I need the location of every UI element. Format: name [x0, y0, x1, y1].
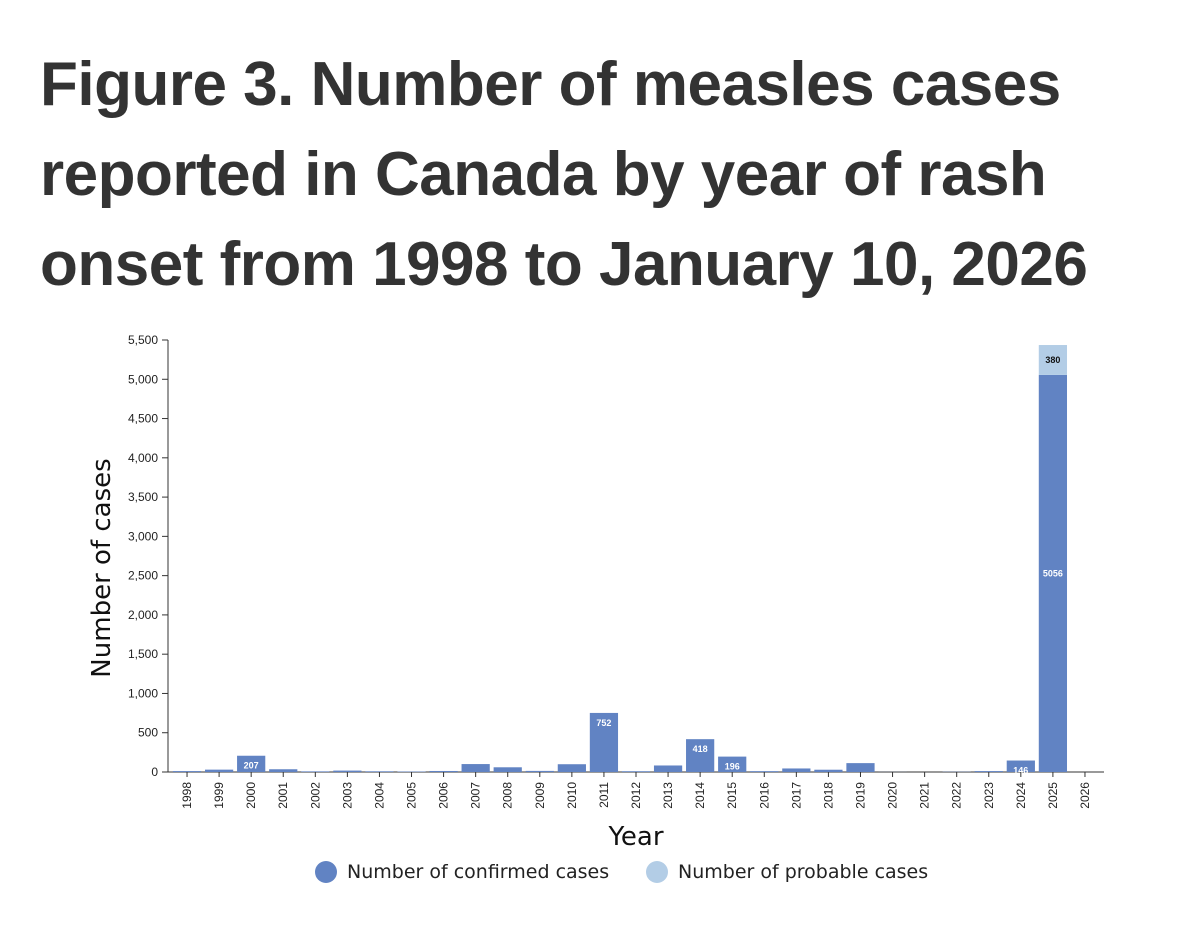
y-tick-label: 2,500	[128, 569, 158, 583]
x-tick-label: 2001	[276, 782, 290, 809]
x-tick-label: 2021	[918, 782, 932, 809]
probable-bar	[1038, 345, 1068, 375]
chart-title: Figure 3. Number of measles cases report…	[40, 50, 1088, 299]
x-tick-label: 2024	[1014, 782, 1028, 809]
x-tick-label: 2007	[469, 782, 483, 809]
confirmed-value-label: 752	[596, 718, 611, 728]
x-tick-label: 2025	[1046, 782, 1060, 809]
x-tick-label: 2000	[244, 782, 258, 809]
y-tick-label: 1,000	[128, 686, 158, 700]
confirmed-bar	[237, 755, 266, 772]
confirmed-value-label: 207	[244, 761, 259, 771]
x-tick-label: 2014	[693, 782, 707, 809]
y-tick-label: 1,500	[128, 647, 158, 661]
y-tick-label: 2,000	[128, 608, 158, 622]
confirmed-bar	[172, 771, 202, 772]
x-tick-label: 2026	[1078, 782, 1092, 809]
confirmed-bar	[686, 739, 715, 772]
bar-chart: 0 500 1,000 1,500 2,000 2,500 3,000 3,500 4,000 4…	[87, 333, 1104, 883]
x-tick-label: 2019	[853, 782, 867, 809]
y-tick-label: 5,500	[128, 333, 158, 347]
x-tick-label: 1998	[180, 782, 194, 809]
x-tick-label: 2009	[533, 782, 547, 809]
x-tick-label: 2006	[437, 782, 451, 809]
x-tick-label: 2011	[597, 782, 611, 808]
x-tick-label: 2008	[501, 782, 515, 809]
confirmed-bar	[269, 769, 298, 772]
confirmed-bar	[301, 771, 330, 772]
x-tick-label: 2003	[340, 782, 354, 809]
confirmed-bar	[589, 712, 619, 772]
confirmed-bar	[461, 764, 490, 772]
confirmed-bar	[429, 770, 458, 772]
confirmed-bar	[1006, 760, 1035, 772]
x-tick-label: 2010	[565, 782, 579, 809]
confirmed-bar	[653, 765, 683, 772]
confirmed-bar	[493, 767, 522, 772]
confirmed-value-label: 5056	[1043, 568, 1063, 578]
y-tick-label: 5,000	[128, 372, 158, 386]
legend-probable-swatch	[646, 861, 668, 883]
legend-confirmed-label: Number of confirmed cases	[347, 861, 609, 883]
confirmed-bar	[204, 769, 234, 772]
x-tick-label: 2012	[629, 782, 643, 809]
legend-confirmed-swatch	[315, 861, 337, 883]
confirmed-value-label: 146	[1013, 766, 1028, 776]
x-tick-label: 2004	[372, 782, 386, 809]
x-tick-label: 1999	[212, 782, 226, 809]
confirmed-bar	[557, 764, 586, 772]
x-tick-label: 2002	[308, 782, 322, 809]
x-tick-label: 2020	[886, 782, 900, 809]
x-tick-label: 2013	[661, 782, 675, 809]
confirmed-bar	[750, 771, 779, 772]
confirmed-value-label: 418	[693, 744, 708, 754]
x-tick-label: 2016	[757, 782, 771, 809]
y-tick-label: 0	[151, 765, 158, 779]
x-tick-label: 2023	[982, 782, 996, 809]
confirmed-value-label: 196	[725, 762, 740, 772]
x-tick-label: 2015	[725, 782, 739, 809]
x-axis-title: Year	[607, 822, 663, 852]
y-tick-label: 4,500	[128, 412, 158, 426]
confirmed-bar	[782, 768, 811, 772]
confirmed-bar	[333, 770, 362, 772]
x-tick-label: 2017	[789, 782, 803, 809]
confirmed-bar	[718, 756, 747, 772]
confirmed-bar	[814, 769, 843, 772]
x-tick-label: 2022	[950, 782, 964, 809]
legend-probable-label: Number of probable cases	[678, 861, 928, 883]
confirmed-bar	[846, 763, 875, 772]
y-tick-label: 500	[138, 726, 158, 740]
y-axis-title: Number of cases	[87, 458, 117, 677]
confirmed-bar	[1038, 374, 1068, 772]
x-tick-label: 2018	[821, 782, 835, 809]
confirmed-bar	[365, 771, 394, 772]
y-tick-label: 4,000	[128, 451, 158, 465]
probable-value-label: 380	[1045, 355, 1060, 365]
y-tick-label: 3,000	[128, 529, 158, 543]
confirmed-bar	[621, 771, 651, 772]
confirmed-bar	[974, 771, 1003, 772]
confirmed-bar	[525, 770, 554, 772]
y-tick-label: 3,500	[128, 490, 158, 504]
x-tick-label: 2005	[405, 782, 419, 809]
